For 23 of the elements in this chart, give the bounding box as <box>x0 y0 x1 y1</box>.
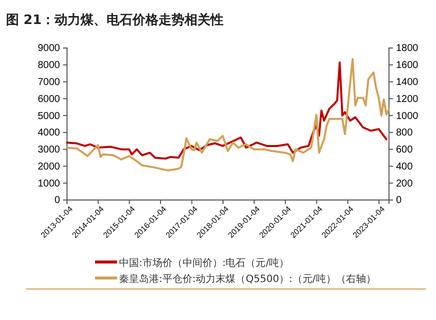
y2-tick-label: 400 <box>396 161 414 172</box>
y2-tick-label: 1600 <box>396 60 419 72</box>
y-tick-label: 9000 <box>38 43 60 54</box>
y-tick-label: 5000 <box>38 110 60 122</box>
y2-tick-label: 800 <box>396 128 414 139</box>
y-tick-label: 1000 <box>38 178 60 190</box>
y2-tick-label: 600 <box>396 144 414 156</box>
y2-tick-label: 1400 <box>396 76 419 88</box>
y-tick-label: 6000 <box>38 94 60 105</box>
y2-tick-label: 1000 <box>396 110 419 122</box>
y2-tick-label: 1200 <box>396 94 419 105</box>
y2-tick-label: 200 <box>396 178 414 190</box>
y-tick-label: 2000 <box>38 161 60 172</box>
y-tick-label: 4000 <box>38 128 60 139</box>
chart-title: 图 21：动力煤、电石价格走势相关性 <box>6 12 224 28</box>
y-tick-label: 8000 <box>38 60 60 72</box>
legend-label: 中国:市场价（中间价）:电石（元/吨） <box>119 257 290 269</box>
y-tick-label: 7000 <box>38 76 60 88</box>
y-tick-label: 3000 <box>38 144 60 156</box>
y2-tick-label: 1800 <box>396 43 419 54</box>
y2-tick-label: 0 <box>396 195 402 206</box>
y-tick-label: 0 <box>54 195 60 206</box>
legend-label: 秦皇岛港:平仓价:动力末煤（Q5500）:（元/吨）（右轴） <box>119 273 376 285</box>
